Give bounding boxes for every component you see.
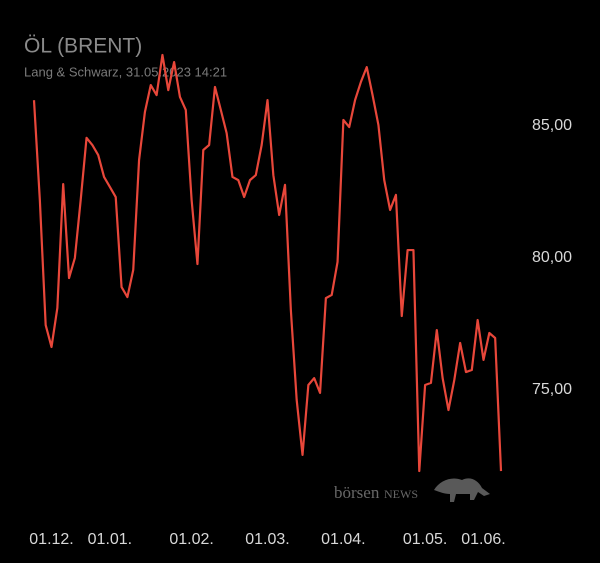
x-tick-label: 01.01. [88,531,132,548]
price-line [32,53,503,473]
watermark-logo: börsen NEWS [334,478,490,502]
bull-icon [434,478,490,502]
x-tick-label: 01.05. [403,531,447,548]
chart-subtitle: Lang & Schwarz, 31.05.2023 14:21 [24,64,227,79]
watermark-text: börsen [334,483,380,502]
x-tick-label: 01.06. [461,531,505,548]
x-tick-label: 01.02. [169,531,213,548]
y-tick-label: 75,00 [532,381,572,398]
x-tick-label: 01.03. [245,531,289,548]
watermark-text: NEWS [384,487,418,501]
y-tick-label: 85,00 [532,117,572,134]
y-tick-label: 80,00 [532,249,572,266]
x-tick-label: 01.04. [321,531,365,548]
chart-title: ÖL (BRENT) [24,35,142,58]
x-tick-label: 01.12. [29,531,73,548]
